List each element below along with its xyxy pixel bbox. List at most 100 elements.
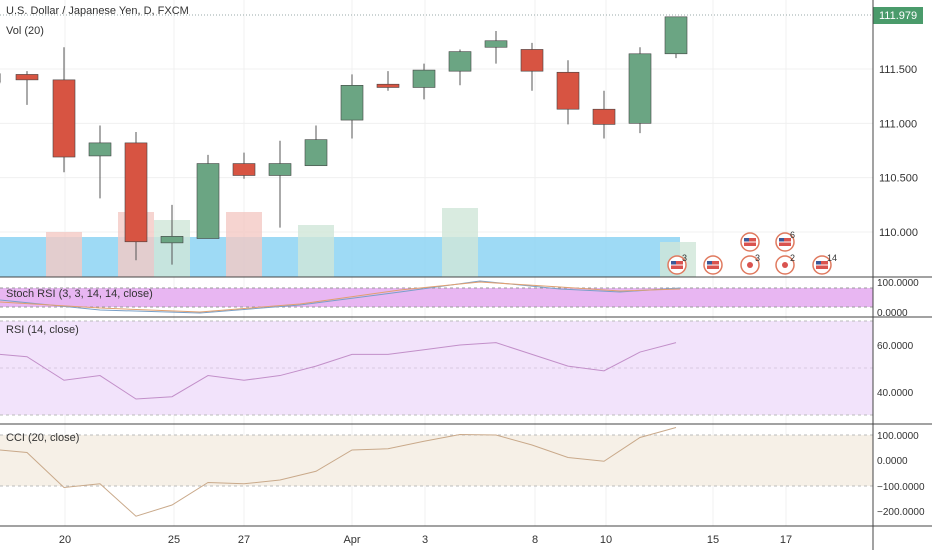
stoch-tick-100: 100.0000	[877, 278, 919, 289]
last-price-text: 111.979	[879, 10, 917, 22]
candle-body	[484, 40, 508, 48]
candle-body	[628, 53, 652, 124]
price-axis[interactable]: 111.500 111.000 110.500 110.000 111.979	[873, 7, 923, 239]
flag-canton	[707, 261, 712, 265]
cci-pane[interactable]: CCI (20, close) 100.0000 0.0000 −100.000…	[0, 427, 925, 519]
candle[interactable]	[304, 125, 328, 167]
rsi-pane[interactable]: RSI (14, close) 60.0000 40.0000	[0, 320, 914, 416]
volume-bar	[298, 225, 334, 277]
us-flag-icon[interactable]	[703, 255, 723, 275]
rsi-band	[0, 321, 873, 415]
price-tick-label: 111.000	[879, 118, 917, 130]
rsi-tick-40: 40.0000	[877, 388, 914, 399]
events-layer[interactable]: 3 3 6 2 14	[667, 230, 837, 275]
time-tick-label: 17	[780, 534, 792, 546]
candle-body	[124, 142, 148, 243]
candle[interactable]	[376, 71, 400, 91]
time-tick-label: 10	[600, 534, 612, 546]
candle-body	[304, 139, 328, 167]
us-flag-icon[interactable]: 6	[775, 230, 795, 252]
price-tick-label: 110.500	[879, 173, 918, 185]
event-dot-icon[interactable]: 3	[740, 253, 760, 275]
candle-body	[664, 16, 688, 55]
candle[interactable]	[664, 16, 688, 59]
candle[interactable]	[448, 49, 472, 86]
stoch-tick-0: 0.0000	[877, 308, 908, 319]
cci-tick-minus200: −200.0000	[877, 507, 925, 518]
candle[interactable]	[52, 47, 76, 173]
event-count: 3	[755, 253, 760, 263]
event-count: 6	[790, 230, 795, 240]
us-flag-icon[interactable]: 3	[667, 253, 687, 275]
event-count: 3	[682, 253, 687, 263]
stoch-rsi-label: Stoch RSI (3, 3, 14, 14, close)	[6, 288, 153, 300]
time-tick-label: 25	[168, 534, 180, 546]
rsi-label: RSI (14, close)	[6, 324, 79, 336]
candle[interactable]	[520, 42, 544, 91]
price-tick-label: 111.500	[879, 64, 917, 76]
flag-canton	[744, 238, 749, 242]
candle-body	[196, 163, 220, 239]
candle-body	[412, 69, 436, 88]
candle-body	[340, 85, 364, 121]
volume-label: Vol (20)	[6, 25, 44, 37]
volume-bar	[442, 208, 478, 277]
volume-bar	[226, 212, 262, 277]
candle[interactable]	[556, 60, 580, 125]
candle-body	[15, 74, 39, 81]
stoch-k-line	[0, 280, 681, 314]
candle[interactable]	[88, 125, 112, 199]
main-pane[interactable]: 3 3 6 2 14 U.S. Dollar / Japanese Yen, D, FX…	[0, 0, 873, 526]
volume-bar	[46, 232, 82, 277]
event-count: 2	[790, 253, 795, 263]
candle-body	[268, 163, 292, 176]
event-dot-icon[interactable]: 2	[775, 253, 795, 275]
us-flag-icon[interactable]: 14	[812, 253, 837, 275]
chart-title: U.S. Dollar / Japanese Yen, D, FXCM	[6, 5, 189, 17]
event-dot	[782, 262, 788, 268]
price-ticks: 111.500 111.000 110.500 110.000	[879, 64, 918, 239]
last-price-badge	[873, 7, 923, 24]
volume-band	[0, 237, 680, 277]
candle-body	[520, 49, 544, 72]
candle[interactable]	[340, 74, 364, 139]
stoch-rsi-pane[interactable]: Stoch RSI (3, 3, 14, 14, close) 100.0000…	[0, 278, 919, 319]
time-tick-label: Apr	[343, 534, 360, 546]
event-dot	[747, 262, 753, 268]
candle-body	[88, 142, 112, 157]
candle[interactable]	[196, 154, 220, 239]
candle[interactable]	[232, 152, 256, 179]
rsi-tick-60: 60.0000	[877, 341, 914, 352]
time-tick-label: 20	[59, 534, 71, 546]
us-flag-icon[interactable]	[740, 232, 760, 252]
price-tick-label: 110.000	[879, 227, 918, 239]
cci-line	[0, 427, 677, 517]
candle[interactable]	[268, 140, 292, 228]
candle-body	[556, 71, 580, 110]
rsi-line	[0, 342, 677, 400]
time-tick-label: 27	[238, 534, 250, 546]
flag-canton	[779, 238, 784, 242]
flag-canton	[671, 261, 676, 265]
candle-body	[232, 163, 256, 176]
cci-band	[0, 435, 873, 486]
candles-layer[interactable]	[0, 16, 688, 265]
candle[interactable]	[628, 47, 652, 134]
candle[interactable]	[484, 30, 508, 64]
candle[interactable]	[160, 204, 184, 265]
candle[interactable]	[592, 90, 616, 139]
candle[interactable]	[124, 132, 148, 261]
candle[interactable]	[15, 71, 39, 105]
candle-body	[52, 79, 76, 158]
time-tick-label: 8	[532, 534, 538, 546]
time-tick-label: 3	[422, 534, 428, 546]
time-axis[interactable]: 20 25 27 Apr 3 8 10 15 17	[59, 534, 792, 546]
candle[interactable]	[412, 63, 436, 100]
event-count: 14	[827, 253, 837, 263]
time-tick-label: 15	[707, 534, 719, 546]
candle-body	[592, 108, 616, 125]
cci-tick-0: 0.0000	[877, 456, 908, 467]
cci-tick-100: 100.0000	[877, 431, 919, 442]
